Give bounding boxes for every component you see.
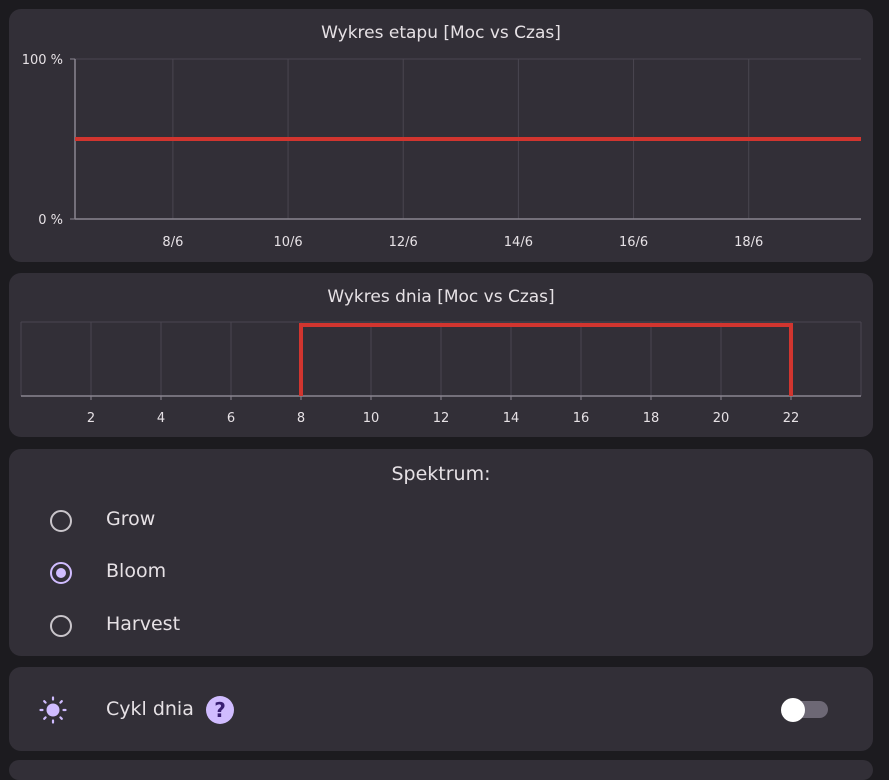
toggle-thumb[interactable] [781,698,805,722]
stage-chart-card: Wykres etapu [Moc vs Czas] 8/6 10/6 12/6 14… [9,9,873,262]
radio-button[interactable] [50,510,72,532]
day-cycle-label: Cykl dnia [106,698,194,720]
radio-button[interactable] [50,562,72,584]
x-tick-label: 10 [363,411,380,426]
radio-label: Grow [106,508,156,530]
spectrum-option-grow[interactable]: Grow [9,496,873,548]
day-chart-title: Wykres dnia [Moc vs Czas] [327,287,555,307]
x-tick-label: 8 [297,411,305,426]
radio-label: Harvest [106,613,181,635]
x-tick-label: 4 [157,411,165,426]
next-card [9,760,873,780]
x-tick-label: 16/6 [619,235,648,250]
x-tick-label: 6 [227,411,235,426]
spectrum-option-bloom[interactable]: Bloom [9,548,873,600]
x-tick-label: 10/6 [273,235,302,250]
spectrum-title: Spektrum: [391,463,491,485]
day-chart: 2 4 6 8 10 12 14 16 18 20 22 [20,321,862,426]
stage-chart-title: Wykres etapu [Moc vs Czas] [321,23,561,43]
y-tick-label: 0 % [38,213,63,228]
x-tick-label: 12 [433,411,450,426]
day-cycle-card: Cykl dnia ? [9,667,873,751]
x-tick-label: 20 [713,411,730,426]
x-tick-label: 8/6 [162,235,183,250]
y-tick-label: 100 % [22,53,63,68]
radio-button[interactable] [50,615,72,637]
x-tick-label: 18/6 [734,235,763,250]
x-tick-label: 14 [503,411,520,426]
x-tick-label: 22 [783,411,800,426]
sun-icon [39,696,67,724]
radio-label: Bloom [106,560,167,582]
day-chart-card: Wykres dnia [Moc vs Czas] 2 4 6 8 10 12 14 16 18… [9,273,873,437]
spectrum-option-harvest[interactable]: Harvest [9,601,873,653]
x-tick-label: 14/6 [504,235,533,250]
x-tick-label: 18 [643,411,660,426]
stage-chart: 8/6 10/6 12/6 14/6 16/6 18/6 100 % 0 % [22,53,861,250]
x-tick-label: 12/6 [389,235,418,250]
power-series-line [299,323,793,396]
help-icon[interactable]: ? [206,696,234,724]
day-cycle-toggle[interactable] [781,698,828,722]
spectrum-card: Spektrum: Grow Bloom Harvest [9,449,873,656]
x-tick-label: 2 [87,411,95,426]
x-tick-label: 16 [573,411,590,426]
